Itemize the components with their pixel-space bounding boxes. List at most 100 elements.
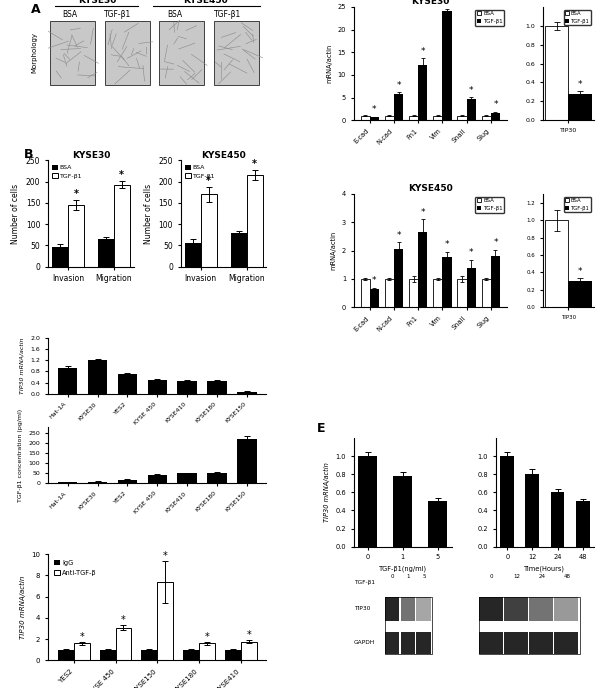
Bar	[385, 116, 394, 120]
Text: *: *	[493, 100, 498, 109]
Bar	[385, 597, 400, 621]
Bar	[457, 116, 467, 120]
Bar	[207, 473, 227, 483]
Bar	[428, 502, 448, 547]
Bar	[401, 597, 415, 621]
Text: C: C	[295, 0, 304, 3]
Bar	[482, 116, 491, 120]
Text: *: *	[372, 105, 377, 114]
Text: 12: 12	[513, 574, 520, 579]
Bar	[504, 632, 528, 654]
Text: *: *	[445, 0, 449, 6]
Text: *: *	[578, 80, 583, 89]
Title: KYSE30: KYSE30	[71, 151, 110, 160]
Text: *: *	[397, 230, 401, 239]
Legend: BSA, TGF-β1: BSA, TGF-β1	[475, 10, 504, 25]
Text: *: *	[578, 267, 583, 276]
Text: KYSE30: KYSE30	[78, 0, 116, 6]
Bar	[116, 627, 131, 660]
Legend: BSA, TGF-β1: BSA, TGF-β1	[51, 164, 83, 180]
Text: *: *	[206, 175, 211, 186]
Legend: BSA, TGF-β1: BSA, TGF-β1	[563, 197, 592, 213]
Title: KYSE450: KYSE450	[201, 151, 246, 160]
Text: *: *	[445, 240, 449, 249]
Text: *: *	[79, 632, 84, 643]
Bar	[98, 239, 114, 266]
Bar	[88, 482, 107, 483]
Bar	[467, 268, 476, 308]
Text: *: *	[421, 47, 425, 56]
Text: 0: 0	[391, 574, 394, 579]
Bar	[361, 279, 370, 308]
Bar	[241, 642, 257, 660]
Text: KYSE450: KYSE450	[183, 0, 227, 6]
Y-axis label: TGF-β1 concentration (pg/ml): TGF-β1 concentration (pg/ml)	[18, 409, 23, 502]
Bar	[114, 184, 130, 266]
Bar	[504, 597, 528, 621]
Bar	[118, 480, 137, 483]
Bar	[568, 94, 592, 120]
Text: GAPDH: GAPDH	[353, 640, 375, 645]
X-axis label: TGF-β1(ng/ml): TGF-β1(ng/ml)	[379, 566, 427, 572]
Text: Morphology: Morphology	[31, 32, 37, 72]
Bar	[418, 232, 427, 308]
Bar	[418, 65, 427, 120]
Text: 24: 24	[538, 574, 545, 579]
X-axis label: Time(Hours): Time(Hours)	[524, 566, 565, 572]
Bar	[207, 380, 227, 394]
Bar	[467, 99, 476, 120]
Text: 1: 1	[407, 574, 410, 579]
Text: *: *	[163, 550, 167, 561]
Bar	[157, 582, 173, 660]
Y-axis label: TIP30 mRNA/actin: TIP30 mRNA/actin	[324, 462, 330, 522]
Bar	[394, 249, 403, 308]
Bar	[482, 279, 491, 308]
Bar	[74, 643, 89, 660]
Bar	[545, 25, 568, 120]
Text: BSA: BSA	[62, 10, 77, 19]
Text: *: *	[493, 239, 498, 248]
Bar	[393, 476, 412, 547]
Y-axis label: Number of cells: Number of cells	[144, 184, 153, 244]
Text: 5: 5	[422, 574, 426, 579]
Bar	[148, 380, 167, 394]
Y-axis label: Number of cells: Number of cells	[11, 184, 20, 244]
Bar	[394, 94, 403, 120]
Bar	[442, 12, 452, 120]
Bar	[385, 597, 432, 654]
Bar	[183, 650, 199, 660]
Bar	[58, 650, 74, 660]
Legend: IgG, Anti-TGF-β: IgG, Anti-TGF-β	[52, 557, 99, 578]
Bar	[551, 493, 565, 547]
Bar	[554, 597, 578, 621]
Title: KYSE30: KYSE30	[411, 0, 449, 6]
Bar	[576, 502, 590, 547]
Text: E: E	[316, 422, 325, 435]
Bar	[491, 256, 500, 308]
Bar	[358, 456, 377, 547]
Bar	[545, 220, 568, 308]
Bar	[105, 21, 149, 85]
Bar	[178, 473, 197, 483]
Bar	[409, 116, 418, 120]
Bar	[68, 205, 84, 266]
Bar	[433, 279, 442, 308]
Text: *: *	[469, 248, 473, 257]
Text: TIP30: TIP30	[353, 606, 370, 612]
Bar	[214, 21, 259, 85]
Bar	[58, 368, 77, 394]
Text: *: *	[469, 85, 473, 94]
Bar	[247, 175, 263, 266]
Bar	[160, 21, 204, 85]
Bar	[500, 456, 514, 547]
Bar	[370, 117, 379, 120]
Legend: BSA, TGF-β1: BSA, TGF-β1	[475, 197, 504, 213]
Bar	[178, 380, 197, 394]
Bar	[88, 360, 107, 394]
Bar	[50, 21, 95, 85]
Text: TGF-β1: TGF-β1	[353, 580, 374, 585]
Text: 0: 0	[490, 574, 493, 579]
Legend: BSA, TGF-β1: BSA, TGF-β1	[184, 164, 217, 180]
Text: *: *	[205, 632, 209, 642]
Bar	[230, 233, 247, 266]
